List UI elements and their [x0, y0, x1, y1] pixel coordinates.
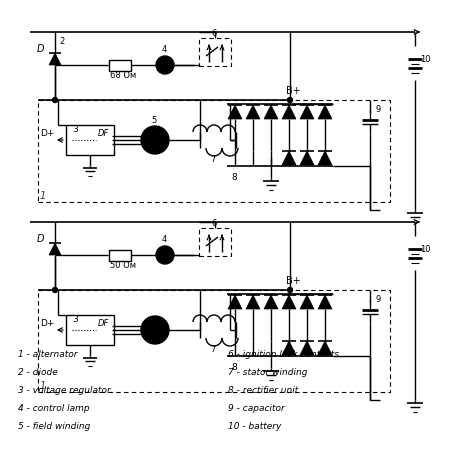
Circle shape — [141, 316, 169, 344]
Text: B+: B+ — [286, 86, 301, 96]
Polygon shape — [246, 295, 260, 309]
Text: 5 - field winding: 5 - field winding — [18, 422, 90, 431]
Text: 9: 9 — [375, 295, 380, 304]
Text: 10: 10 — [420, 55, 431, 64]
Text: 4: 4 — [162, 235, 167, 244]
Text: 5: 5 — [151, 116, 156, 125]
Text: 7: 7 — [210, 345, 216, 354]
Circle shape — [156, 56, 174, 74]
Bar — [38, 290, 390, 392]
Polygon shape — [300, 151, 314, 165]
Text: 10 - battery: 10 - battery — [228, 422, 281, 431]
Text: 9: 9 — [375, 105, 380, 114]
Bar — [199, 228, 231, 256]
Bar — [109, 59, 131, 71]
Text: 8: 8 — [231, 173, 237, 182]
Polygon shape — [318, 341, 332, 355]
Polygon shape — [246, 105, 260, 119]
Text: 4 - control lamp: 4 - control lamp — [18, 404, 90, 413]
Text: 2 - diode: 2 - diode — [18, 368, 58, 377]
Polygon shape — [282, 105, 296, 119]
Polygon shape — [318, 295, 332, 309]
Circle shape — [141, 126, 169, 154]
Circle shape — [53, 288, 58, 292]
Text: 4: 4 — [162, 45, 167, 54]
Text: 3: 3 — [72, 315, 78, 324]
Polygon shape — [49, 53, 61, 65]
Text: 8: 8 — [231, 363, 237, 372]
Text: 68 Ом: 68 Ом — [110, 71, 136, 80]
Bar — [109, 249, 131, 261]
Text: B+: B+ — [286, 276, 301, 286]
Text: D+: D+ — [40, 319, 54, 328]
Text: 10: 10 — [420, 245, 431, 254]
Polygon shape — [300, 105, 314, 119]
Polygon shape — [282, 151, 296, 165]
Circle shape — [288, 288, 292, 292]
Text: 50 Ом: 50 Ом — [110, 261, 136, 270]
Text: 6: 6 — [211, 29, 216, 38]
Polygon shape — [300, 295, 314, 309]
Polygon shape — [282, 295, 296, 309]
Polygon shape — [228, 295, 242, 309]
Text: 7 - stator winding: 7 - stator winding — [228, 368, 307, 377]
Text: D: D — [37, 44, 45, 54]
Text: 3 - voltage regulator: 3 - voltage regulator — [18, 386, 111, 395]
Text: 6 - ignition lock contacts: 6 - ignition lock contacts — [228, 350, 339, 359]
Text: 1 - alternator: 1 - alternator — [18, 350, 77, 359]
Text: DF: DF — [98, 129, 109, 138]
Polygon shape — [264, 295, 278, 309]
Polygon shape — [318, 151, 332, 165]
Bar — [38, 100, 390, 202]
Circle shape — [288, 98, 292, 103]
Text: 9 - capacitor: 9 - capacitor — [228, 404, 285, 413]
Text: 7: 7 — [210, 155, 216, 164]
Text: 2: 2 — [59, 37, 64, 46]
Circle shape — [53, 98, 58, 103]
Text: 8 - rectifier unit: 8 - rectifier unit — [228, 386, 298, 395]
Bar — [66, 125, 114, 155]
Polygon shape — [318, 105, 332, 119]
Polygon shape — [264, 105, 278, 119]
Polygon shape — [300, 341, 314, 355]
Text: DF: DF — [98, 319, 109, 328]
Bar — [66, 315, 114, 345]
Text: 6: 6 — [211, 219, 216, 228]
Polygon shape — [228, 105, 242, 119]
Text: D: D — [37, 234, 45, 244]
Bar — [199, 38, 231, 66]
Text: 3: 3 — [72, 125, 78, 134]
Text: D+: D+ — [40, 129, 54, 138]
Circle shape — [156, 246, 174, 264]
Polygon shape — [282, 341, 296, 355]
Polygon shape — [49, 243, 61, 255]
Text: 1: 1 — [40, 381, 46, 391]
Text: 1: 1 — [40, 191, 46, 201]
